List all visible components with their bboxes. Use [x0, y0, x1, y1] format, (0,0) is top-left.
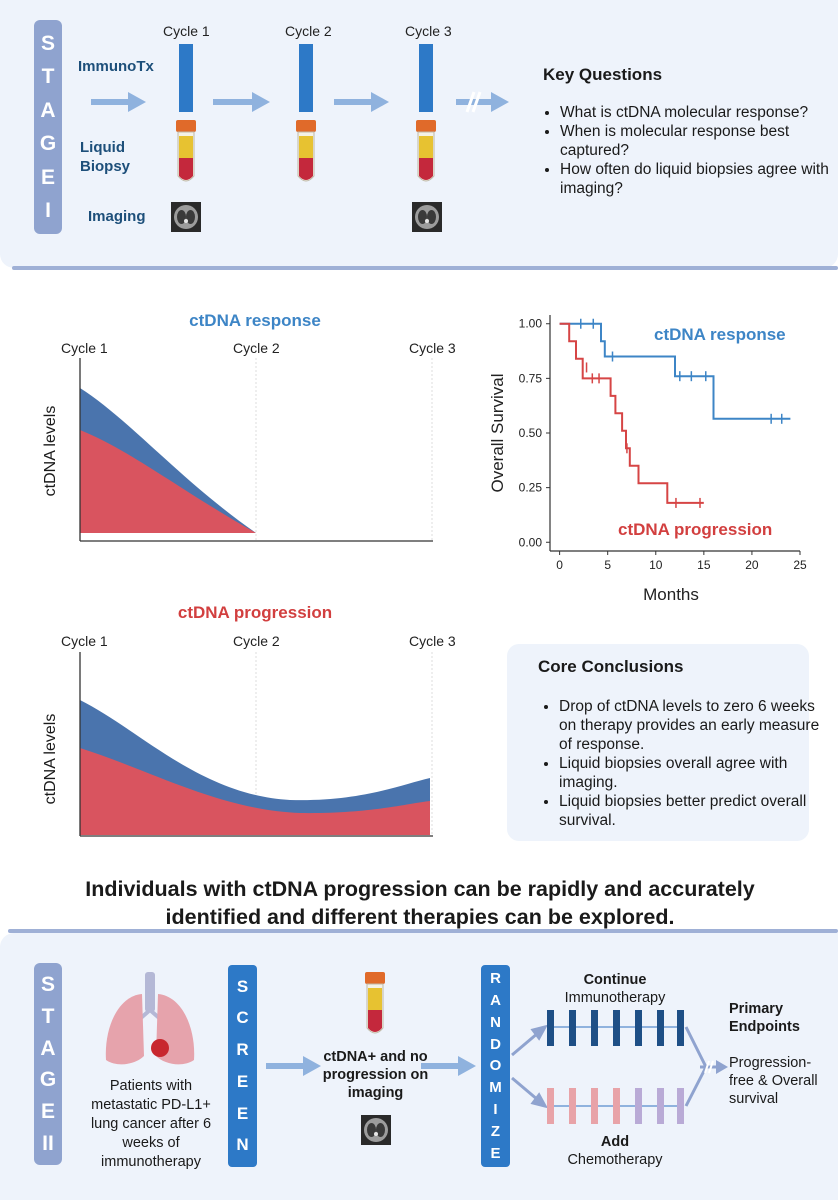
- progression-cycle-1: Cycle 1: [61, 633, 108, 649]
- response-area-plot: [79, 358, 433, 542]
- lungs-icon: [105, 972, 195, 1065]
- km-y-tick-label: 0.50: [519, 426, 543, 440]
- list-item: Liquid biopsies better predict overall s…: [559, 792, 821, 830]
- conclusions-title: Core Conclusions: [538, 657, 684, 676]
- cycle-1-label: Cycle 1: [163, 23, 210, 39]
- immunotx-bar-cycle-3: [419, 44, 433, 112]
- km-x-tick-label: 25: [793, 558, 807, 572]
- km-y-tick-label: 0.00: [519, 535, 543, 549]
- blood-tube-icon: [416, 120, 436, 182]
- cycle-2-label: Cycle 2: [285, 23, 332, 39]
- response-plot-title: ctDNA response: [189, 311, 321, 330]
- stage-1-panel-underline: [12, 266, 838, 270]
- km-x-tick-label: 15: [697, 558, 711, 572]
- stage-2-panel: [0, 933, 838, 1200]
- km-x-tick-label: 5: [604, 558, 611, 572]
- list-item: What is ctDNA molecular response?: [560, 103, 830, 122]
- list-item: Liquid biopsies overall agree with imagi…: [559, 754, 821, 792]
- arm-continue-text: Immunotherapy: [564, 990, 666, 1006]
- blood-tube-icon: [365, 972, 385, 1034]
- blood-tube-icon: [296, 120, 316, 182]
- stage-1-timeline: [91, 44, 509, 232]
- key-questions-title: Key Questions: [543, 65, 663, 84]
- row-label-liquid-biopsy: Liquid Biopsy: [80, 139, 131, 175]
- response-residual-area: [80, 430, 256, 533]
- km-y-tick-label: 1.00: [519, 317, 543, 331]
- arm-chemo-label: Add Chemotherapy: [540, 1133, 690, 1169]
- stage-2-panel-topline: [8, 929, 838, 933]
- row-label-imaging: Imaging: [88, 208, 146, 225]
- list-item: When is molecular response best captured…: [560, 122, 830, 160]
- stage-2-flow: [266, 972, 728, 1145]
- progression-cycle-2: Cycle 2: [233, 633, 280, 649]
- km-legend-response: ctDNA response: [654, 325, 786, 344]
- survival-chart: 0.00 0.25 0.50 0.75 1.00 0 5 10 15 20 25 Months Ov…: [488, 315, 807, 604]
- stage-2-bar: S T A G E II: [34, 963, 62, 1165]
- immunotx-bar-cycle-2: [299, 44, 313, 112]
- continue-arm-bars: [547, 1010, 684, 1046]
- ct-scan-icon: [412, 202, 442, 232]
- arm-chemo-text: Chemotherapy: [567, 1152, 663, 1168]
- response-cycle-1: Cycle 1: [61, 340, 108, 356]
- progression-plot-title: ctDNA progression: [177, 603, 333, 622]
- key-questions-list: What is ctDNA molecular response? When i…: [540, 103, 830, 198]
- progression-cycle-3: Cycle 3: [409, 633, 456, 649]
- response-cycle-2: Cycle 2: [233, 340, 280, 356]
- arm-chemo-title: Add: [600, 1134, 630, 1150]
- endpoints-text: Progression-free & Overall survival: [729, 1055, 818, 1107]
- arm-continue-title: Continue: [583, 972, 647, 988]
- list-item: How often do liquid biopsies agree with …: [560, 160, 830, 198]
- screen-criteria: ctDNA+ and no progression on imaging: [322, 1049, 429, 1101]
- km-y-label: Overall Survival: [488, 373, 507, 492]
- km-series-response: [559, 322, 791, 420]
- blood-tube-icon: [176, 120, 196, 182]
- progression-residual-area: [80, 748, 430, 835]
- headline-line-1: Individuals with ctDNA progression can b…: [85, 877, 755, 901]
- km-x-label: Months: [643, 585, 699, 604]
- ct-scan-icon: [361, 1115, 391, 1145]
- response-cycle-3: Cycle 3: [409, 340, 456, 356]
- conclusions-panel: [507, 644, 809, 841]
- timeline-break-marks: [465, 91, 482, 113]
- arm-continue-label: Continue Immunotherapy: [540, 971, 690, 1007]
- immunotx-bar-cycle-1: [179, 44, 193, 112]
- progression-area-plot: [79, 652, 433, 837]
- km-lines: [559, 318, 791, 508]
- list-item: Drop of ctDNA levels to zero 6 weeks on …: [559, 697, 821, 754]
- chemo-arm-bars: [547, 1088, 684, 1124]
- endpoints-title: Primary Endpoints: [729, 1001, 800, 1035]
- headline: Individuals with ctDNA progression can b…: [20, 875, 820, 931]
- conclusions-list: Drop of ctDNA levels to zero 6 weeks on …: [539, 697, 821, 830]
- patients-description: Patients with metastatic PD-L1+ lung can…: [90, 1078, 212, 1170]
- km-x-tick-label: 10: [649, 558, 663, 572]
- km-legend-progression: ctDNA progression: [618, 520, 772, 539]
- km-axes: 0.00 0.25 0.50 0.75 1.00 0 5 10 15 20 25: [519, 315, 807, 572]
- cycle-3-label: Cycle 3: [405, 23, 452, 39]
- km-y-tick-label: 0.25: [519, 481, 543, 495]
- km-y-tick-label: 0.75: [519, 371, 543, 385]
- km-series-progression: [559, 322, 704, 504]
- km-x-tick-label: 20: [745, 558, 759, 572]
- headline-line-2: identified and different therapies can b…: [165, 905, 675, 929]
- row-label-immunotx: ImmunoTx: [78, 58, 154, 75]
- ct-scan-icon: [171, 202, 201, 232]
- km-x-tick-label: 0: [556, 558, 563, 572]
